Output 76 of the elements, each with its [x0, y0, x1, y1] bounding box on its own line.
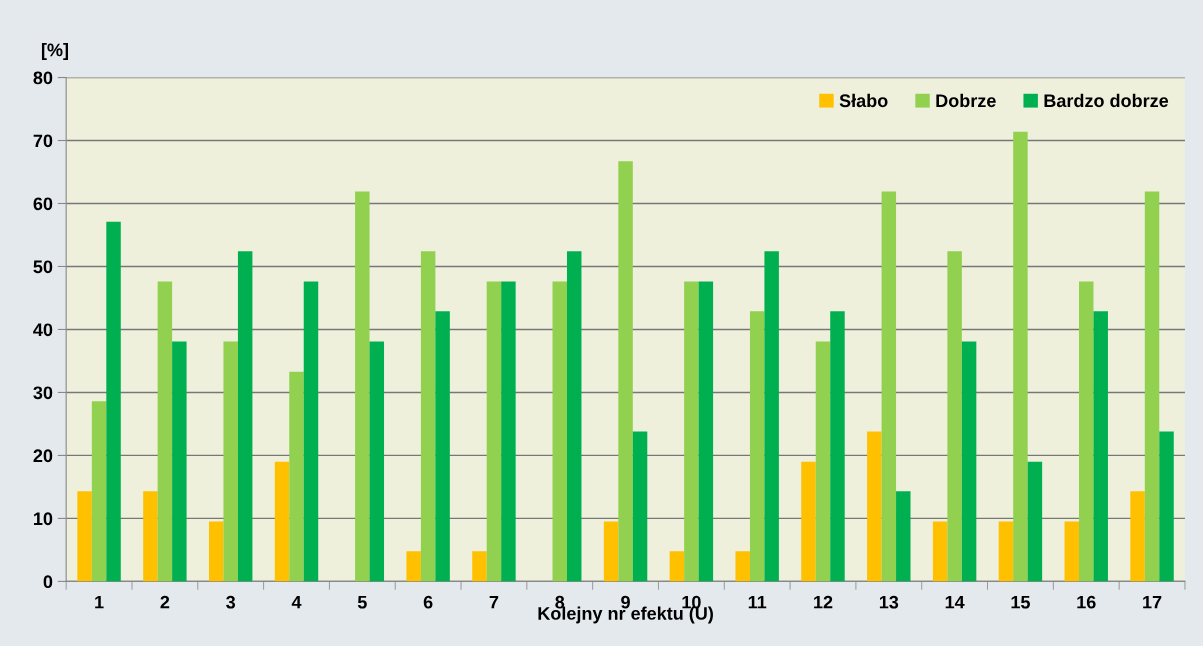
bar	[406, 551, 421, 582]
x-tick-label: 6	[423, 595, 433, 609]
bar	[896, 491, 911, 582]
bar	[764, 251, 779, 582]
x-tick-label: 7	[489, 595, 499, 609]
bar	[303, 281, 319, 582]
y-tick-label: 50	[33, 260, 53, 274]
legend-label: Dobrze	[936, 93, 996, 108]
bar	[435, 311, 450, 582]
bar	[420, 251, 436, 582]
x-tick-label: 17	[1143, 595, 1162, 609]
bar	[1079, 281, 1094, 582]
y-tick-label: 80	[33, 71, 53, 85]
bar	[566, 251, 582, 582]
bar	[867, 431, 882, 582]
legend-label: Bardzo dobrze	[1044, 93, 1169, 108]
x-tick-label: 11	[748, 595, 767, 609]
x-tick-label: 15	[1011, 595, 1030, 609]
x-tick-label: 12	[814, 595, 833, 609]
x-tick-label: 16	[1077, 595, 1096, 609]
bar	[1013, 131, 1028, 582]
y-tick-label: 0	[43, 575, 53, 589]
bar	[237, 251, 253, 582]
bar	[1027, 461, 1043, 582]
bar	[77, 491, 92, 582]
bar	[355, 191, 370, 582]
bar	[208, 521, 224, 582]
bar	[749, 311, 765, 582]
bar	[735, 551, 750, 582]
bar	[501, 281, 516, 582]
bar	[223, 341, 238, 582]
bar	[157, 281, 173, 582]
y-tick-label: 70	[33, 134, 53, 148]
y-tick-label: 40	[33, 323, 53, 337]
bar	[830, 311, 845, 582]
y-tick-label: 10	[34, 512, 53, 526]
bar	[669, 551, 685, 582]
bar	[552, 281, 567, 582]
bar	[932, 521, 948, 582]
bar	[1144, 191, 1160, 582]
bar	[618, 161, 633, 582]
bar	[801, 461, 816, 582]
bar	[472, 551, 487, 582]
bar	[172, 341, 187, 582]
bar	[998, 521, 1014, 582]
bar	[274, 461, 290, 582]
x-tick-label: 3	[226, 595, 236, 609]
x-tick-label: 1	[95, 595, 104, 609]
bar	[698, 281, 714, 582]
bar	[815, 341, 831, 582]
bar	[603, 521, 619, 582]
bar	[947, 251, 962, 582]
bar	[143, 491, 158, 582]
x-tick-label: 5	[357, 595, 367, 609]
bar	[486, 281, 502, 582]
x-tick-label: 13	[879, 595, 899, 609]
x-tick-label: 2	[160, 595, 170, 609]
y-tick-label: 20	[33, 449, 53, 463]
x-tick-label: 14	[945, 595, 965, 609]
x-tick-label: 4	[291, 595, 302, 609]
bar	[684, 281, 699, 582]
bar	[106, 221, 121, 582]
y-axis-title: [%]	[41, 43, 68, 60]
bar	[1130, 491, 1145, 582]
y-tick-label: 30	[33, 386, 53, 400]
bar	[961, 341, 977, 582]
bar	[1093, 311, 1108, 582]
bar	[1159, 431, 1174, 582]
bar	[289, 371, 304, 582]
bar	[91, 401, 107, 582]
legend-label: Słabo	[839, 93, 888, 108]
bar	[881, 191, 897, 582]
bar	[1064, 521, 1079, 582]
bar	[632, 431, 648, 582]
y-tick-label: 60	[33, 197, 53, 211]
bar	[369, 341, 385, 582]
